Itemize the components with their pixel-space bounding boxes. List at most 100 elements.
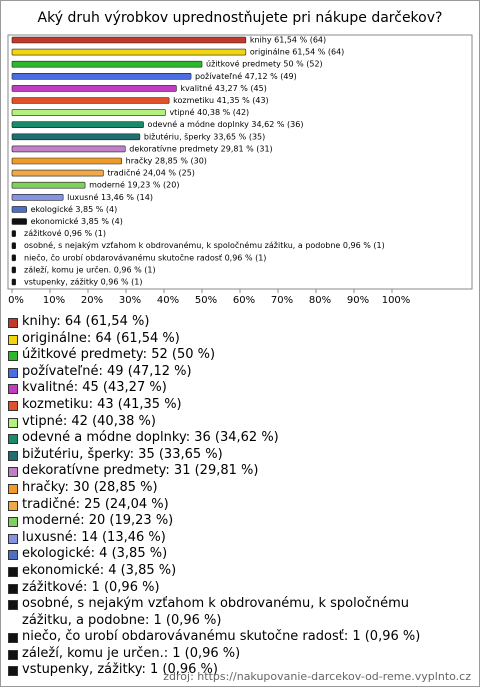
legend-swatch <box>8 384 18 395</box>
legend-item: osobné, s nejakým vzťahom k obdrovanému,… <box>6 596 446 629</box>
bar <box>11 266 16 274</box>
legend-swatch <box>8 417 18 428</box>
legend-swatch <box>8 351 18 362</box>
bar <box>11 48 247 56</box>
source: zdroj: https://nakupovanie-darcekov-od-r… <box>163 670 471 683</box>
bar <box>11 85 177 92</box>
bar-label: úžitkové predmety 50 % (52) <box>206 59 323 69</box>
bar <box>11 194 64 201</box>
x-tick-label: 50% <box>195 295 217 306</box>
legend-swatch <box>8 533 18 544</box>
bar <box>11 278 16 286</box>
x-tick-label: 100% <box>382 295 411 306</box>
legend-swatch <box>8 500 18 511</box>
legend-label: vtipné: 42 (40,38 %) <box>22 413 156 429</box>
legend-item: niečo, čo urobí obdarovávanému skutočne … <box>6 629 446 646</box>
bar-label: ekologické 3,85 % (4) <box>31 204 118 214</box>
bar-label: luxusné 13,46 % (14) <box>67 192 153 202</box>
bar-label: požívateľné 47,12 % (49) <box>195 71 297 81</box>
x-tick-label: 70% <box>271 295 293 306</box>
bar-label: hračky 28,85 % (30) <box>126 156 207 166</box>
bar-label: tradičné 24,04 % (25) <box>107 168 195 178</box>
bar <box>11 169 104 177</box>
bar-label: kozmetiku 41,35 % (43) <box>173 96 269 105</box>
legend-swatch <box>8 450 18 461</box>
x-tick-label: 80% <box>309 295 331 306</box>
legend-label: dekoratívne predmety: 31 (29,81 %) <box>22 463 259 479</box>
legend-label: moderné: 20 (19,23 %) <box>22 513 174 529</box>
legend-item: originálne: 64 (61,54 %) <box>6 331 446 348</box>
bar <box>11 230 16 237</box>
legend-swatch <box>8 583 18 594</box>
legend-item: dekoratívne predmety: 31 (29,81 %) <box>6 463 446 480</box>
bar-label: záleží, komu je určen. 0,96 % (1) <box>24 264 156 274</box>
legend-swatch <box>8 649 18 660</box>
bar-label: originálne 61,54 % (64) <box>250 48 344 57</box>
legend-label: odevné a módne doplnky: 36 (34,62 %) <box>22 430 279 446</box>
legend-label: ekologické: 4 (3,85 %) <box>22 546 168 562</box>
legend-swatch <box>8 550 18 561</box>
legend-swatch <box>8 434 18 445</box>
bar-label: bižutériu, šperky 33,65 % (35) <box>144 131 265 141</box>
legend-item: požívateľné: 49 (47,12 %) <box>6 364 446 381</box>
legend-label: vstupenky, zážitky: 1 (0,96 %) <box>22 662 218 678</box>
legend-item: odevné a módne doplnky: 36 (34,62 %) <box>6 430 446 447</box>
legend-swatch <box>8 600 18 611</box>
bar-label: odevné a módne doplnky 34,62 % (36) <box>148 119 304 129</box>
bar <box>11 242 16 249</box>
legend-label: záleží, komu je určen.: 1 (0,96 %) <box>22 645 241 661</box>
legend-item: ekonomické: 4 (3,85 %) <box>6 563 446 580</box>
legend-item: zážitkové: 1 (0,96 %) <box>6 580 446 597</box>
legend-item: moderné: 20 (19,23 %) <box>6 513 446 530</box>
x-tick-label: 20% <box>81 295 103 306</box>
legend-item: hračky: 30 (28,85 %) <box>6 480 446 497</box>
legend-label: zážitkové: 1 (0,96 %) <box>22 579 160 595</box>
legend-item: ekologické: 4 (3,85 %) <box>6 546 446 563</box>
legend-swatch <box>8 566 18 577</box>
legend-swatch <box>8 666 18 677</box>
bar <box>11 254 16 262</box>
legend-swatch <box>8 483 18 494</box>
legend-label: osobné, s nejakým vzťahom k obdrovanému,… <box>22 596 409 628</box>
legend-item: úžitkové predmety: 52 (50 %) <box>6 347 446 364</box>
bar <box>11 218 27 225</box>
x-tick-label: 90% <box>347 295 369 306</box>
bar <box>11 145 126 153</box>
legend-label: kvalitné: 45 (43,27 %) <box>22 380 167 396</box>
legend-label: knihy: 64 (61,54 %) <box>22 314 150 329</box>
legend: knihy: 64 (61,54 %) originálne: 64 (61,54… <box>6 314 446 679</box>
legend-swatch <box>8 318 18 328</box>
bar-label: kvalitné 43,27 % (45) <box>180 83 266 93</box>
bar <box>11 73 192 80</box>
legend-label: kozmetiku: 43 (41,35 %) <box>22 396 182 412</box>
legend-swatch <box>8 633 18 644</box>
bar-label: osobné, s nejakým vzťahom k obdrovanému,… <box>24 240 385 250</box>
bar <box>11 97 170 104</box>
legend-label: požívateľné: 49 (47,12 %) <box>22 363 192 379</box>
bar <box>11 60 203 68</box>
legend-label: úžitkové predmety: 52 (50 %) <box>22 347 216 363</box>
legend-item: vtipné: 42 (40,38 %) <box>6 414 446 431</box>
legend-label: ekonomické: 4 (3,85 %) <box>22 562 177 578</box>
legend-swatch <box>8 400 18 411</box>
x-tick-label: 60% <box>233 295 255 306</box>
legend-swatch <box>8 467 18 478</box>
x-tick-label: 40% <box>157 295 179 306</box>
legend-label: tradičné: 25 (24,04 %) <box>22 496 169 512</box>
legend-item: tradičné: 25 (24,04 %) <box>6 497 446 514</box>
bar-label: niečo, čo urobí obdarovávanému skutočne … <box>24 252 266 262</box>
chart-title: Aký druh výrobkov uprednostňujete pri ná… <box>38 10 443 26</box>
legend-label: niečo, čo urobí obdarovávanému skutočne … <box>22 629 421 645</box>
bar-label: vtipné 40,38 % (42) <box>169 107 249 117</box>
bar <box>11 36 247 44</box>
bar <box>11 181 86 189</box>
legend-item: vstupenky, zážitky: 1 (0,96 %) <box>6 662 446 679</box>
legend-item: záleží, komu je určen.: 1 (0,96 %) <box>6 646 446 663</box>
bar <box>11 133 141 141</box>
bar <box>11 109 166 116</box>
legend-item: luxusné: 14 (13,46 %) <box>6 530 446 547</box>
legend-item: knihy: 64 (61,54 %) <box>6 314 446 331</box>
x-tick-label: 0% <box>8 295 24 306</box>
legend-swatch <box>8 367 18 378</box>
